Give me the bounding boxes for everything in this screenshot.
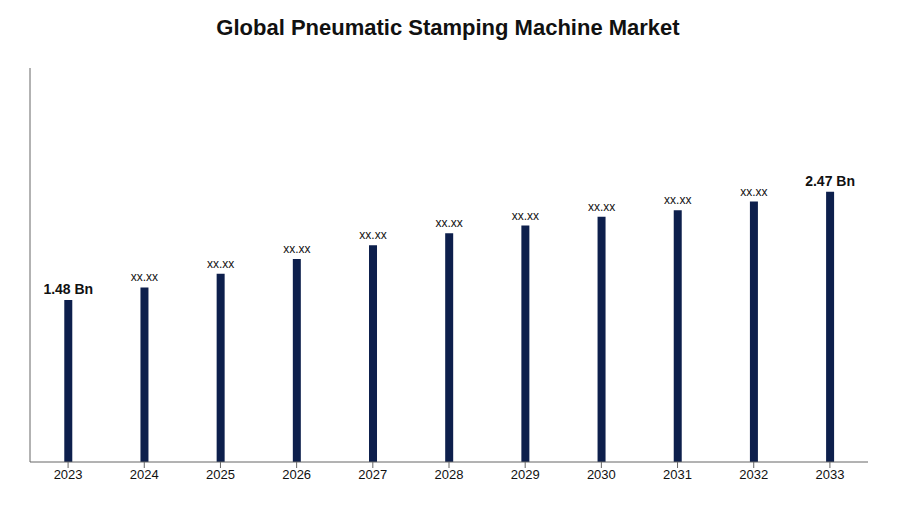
svg-text:xx.xx: xx.xx	[283, 242, 310, 256]
svg-text:xx.xx: xx.xx	[207, 257, 234, 271]
svg-text:2032: 2032	[739, 467, 768, 482]
svg-text:2024: 2024	[130, 467, 159, 482]
svg-text:2031: 2031	[663, 467, 692, 482]
svg-text:xx.xx: xx.xx	[436, 216, 463, 230]
svg-text:2030: 2030	[587, 467, 616, 482]
svg-text:2029: 2029	[511, 467, 540, 482]
svg-text:2027: 2027	[358, 467, 387, 482]
svg-text:2025: 2025	[206, 467, 235, 482]
svg-text:2023: 2023	[54, 467, 83, 482]
svg-text:2.47 Bn: 2.47 Bn	[805, 173, 855, 189]
svg-text:xx.xx: xx.xx	[359, 228, 386, 242]
svg-text:xx.xx: xx.xx	[740, 185, 767, 199]
svg-text:2033: 2033	[815, 467, 844, 482]
svg-text:xx.xx: xx.xx	[588, 200, 615, 214]
svg-text:xx.xx: xx.xx	[664, 193, 691, 207]
svg-text:xx.xx: xx.xx	[512, 209, 539, 223]
html-text:Global Pneumatic Stamping Mach: Global Pneumatic Stamping Machine Market	[216, 15, 680, 40]
svg-text:xx.xx: xx.xx	[131, 270, 158, 284]
svg-text:2026: 2026	[282, 467, 311, 482]
svg-text:1.48 Bn: 1.48 Bn	[43, 281, 93, 297]
svg-text:2028: 2028	[435, 467, 464, 482]
